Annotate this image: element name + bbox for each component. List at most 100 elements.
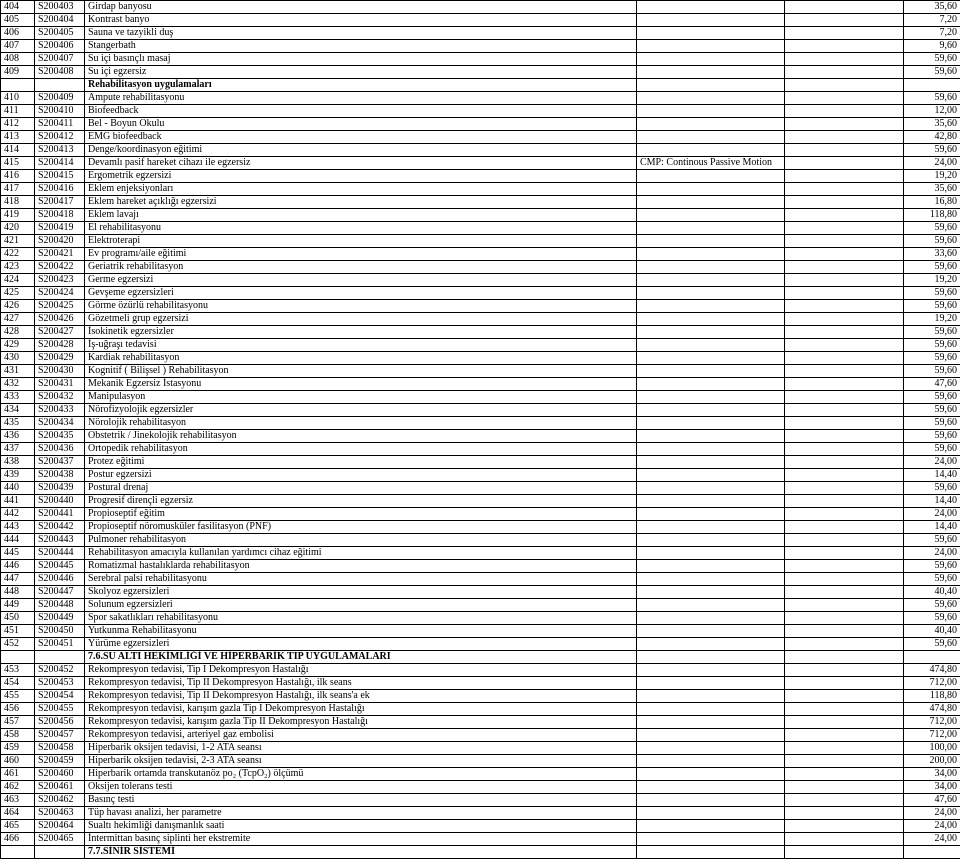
row-note: [637, 534, 785, 547]
table-row: 434S200433Nörofizyolojik egzersizler59,6…: [1, 404, 960, 417]
row-note: [637, 807, 785, 820]
row-number: 438: [1, 456, 35, 469]
row-number: 435: [1, 417, 35, 430]
row-value: 12,00: [904, 105, 960, 118]
row-blank: [785, 352, 904, 365]
row-value: 33,60: [904, 248, 960, 261]
row-note: [637, 521, 785, 534]
table-row: 439S200438Postur egzersizi14,40: [1, 469, 960, 482]
row-code: S200457: [35, 729, 85, 742]
row-code: S200407: [35, 53, 85, 66]
row-description: Girdap banyosu: [85, 1, 637, 14]
row-note: [637, 703, 785, 716]
row-description: Oksijen tolerans testi: [85, 781, 637, 794]
row-note: [637, 79, 785, 92]
row-code: S200417: [35, 196, 85, 209]
row-number: 422: [1, 248, 35, 261]
row-code: S200455: [35, 703, 85, 716]
row-description: Nörolojik rehabilitasyon: [85, 417, 637, 430]
table-row: 430S200429Kardiak rehabilitasyon59,60: [1, 352, 960, 365]
row-note: [637, 196, 785, 209]
row-description: İsokinetik egzersizler: [85, 326, 637, 339]
row-description: Rehabilitasyon amacıyla kullanılan yardı…: [85, 547, 637, 560]
row-blank: [785, 365, 904, 378]
row-number: 453: [1, 664, 35, 677]
row-value: 474,80: [904, 664, 960, 677]
row-description: Postural drenaj: [85, 482, 637, 495]
row-note: [637, 599, 785, 612]
row-code: S200435: [35, 430, 85, 443]
table-row: 426S200425Görme özürlü rehabilitasyonu59…: [1, 300, 960, 313]
row-description: Denge/koordinasyon eğitimi: [85, 144, 637, 157]
row-note: [637, 378, 785, 391]
row-description: Rekompresyon tedavisi, arteriyel gaz emb…: [85, 729, 637, 742]
row-number: [1, 651, 35, 664]
row-number: 433: [1, 391, 35, 404]
row-blank: [785, 846, 904, 859]
table-row: 425S200424Gevşeme egzersizleri59,60: [1, 287, 960, 300]
row-note: [637, 105, 785, 118]
row-description: Sauna ve tazyikli duş: [85, 27, 637, 40]
table-row: 424S200423Germe egzersizi19,20: [1, 274, 960, 287]
row-number: 413: [1, 131, 35, 144]
row-number: 434: [1, 404, 35, 417]
row-value: 59,60: [904, 92, 960, 105]
row-blank: [785, 703, 904, 716]
row-description: Bel - Boyun Okulu: [85, 118, 637, 131]
row-note: [637, 482, 785, 495]
row-blank: [785, 729, 904, 742]
table-row: 410S200409Ampute rehabilitasyonu59,60: [1, 92, 960, 105]
table-row: 427S200426Gözetmeli grup egzersizi19,20: [1, 313, 960, 326]
row-description: İntermittan basınç siplinti her ekstremi…: [85, 833, 637, 846]
row-value: 7,20: [904, 14, 960, 27]
row-blank: [785, 521, 904, 534]
row-note: CMP: Continous Passive Motion: [637, 157, 785, 170]
row-value: 59,60: [904, 222, 960, 235]
row-number: 408: [1, 53, 35, 66]
table-row: 414S200413Denge/koordinasyon eğitimi59,6…: [1, 144, 960, 157]
table-row: 440S200439Postural drenaj59,60: [1, 482, 960, 495]
row-note: [637, 573, 785, 586]
row-blank: [785, 508, 904, 521]
row-blank: [785, 443, 904, 456]
row-note: [637, 560, 785, 573]
table-row: 446S200445Romatizmal hastalıklarda rehab…: [1, 560, 960, 573]
row-note: [637, 742, 785, 755]
row-number: 451: [1, 625, 35, 638]
row-blank: [785, 14, 904, 27]
row-blank: [785, 287, 904, 300]
row-note: [637, 651, 785, 664]
row-number: 421: [1, 235, 35, 248]
row-blank: [785, 66, 904, 79]
row-description: Skolyoz egzersizleri: [85, 586, 637, 599]
row-note: [637, 794, 785, 807]
row-description: İş-uğraşı tedavisi: [85, 339, 637, 352]
row-number: 461: [1, 768, 35, 781]
row-value: 59,60: [904, 53, 960, 66]
row-blank: [785, 833, 904, 846]
row-description: Geriatrik rehabilitasyon: [85, 261, 637, 274]
table-row: 462S200461Oksijen tolerans testi34,00: [1, 781, 960, 794]
row-description: Gevşeme egzersizleri: [85, 287, 637, 300]
row-note: [637, 781, 785, 794]
row-number: 407: [1, 40, 35, 53]
row-description: Germe egzersizi: [85, 274, 637, 287]
row-number: 459: [1, 742, 35, 755]
table-row: 466S200465İntermittan basınç siplinti he…: [1, 833, 960, 846]
table-row: 412S200411Bel - Boyun Okulu35,60: [1, 118, 960, 131]
row-blank: [785, 625, 904, 638]
table-row: 7.6.SU ALTI HEKİMLİĞİ VE HİPERBARİK TIP …: [1, 651, 960, 664]
row-number: 405: [1, 14, 35, 27]
row-blank: [785, 586, 904, 599]
row-blank: [785, 469, 904, 482]
row-number: 441: [1, 495, 35, 508]
row-code: S200446: [35, 573, 85, 586]
row-code: S200461: [35, 781, 85, 794]
row-note: [637, 404, 785, 417]
row-note: [637, 612, 785, 625]
row-code: S200438: [35, 469, 85, 482]
row-description: Serebral palsi rehabilitasyonu: [85, 573, 637, 586]
row-value: 19,20: [904, 313, 960, 326]
row-code: S200429: [35, 352, 85, 365]
row-description: Rehabilitasyon uygulamaları: [85, 79, 637, 92]
